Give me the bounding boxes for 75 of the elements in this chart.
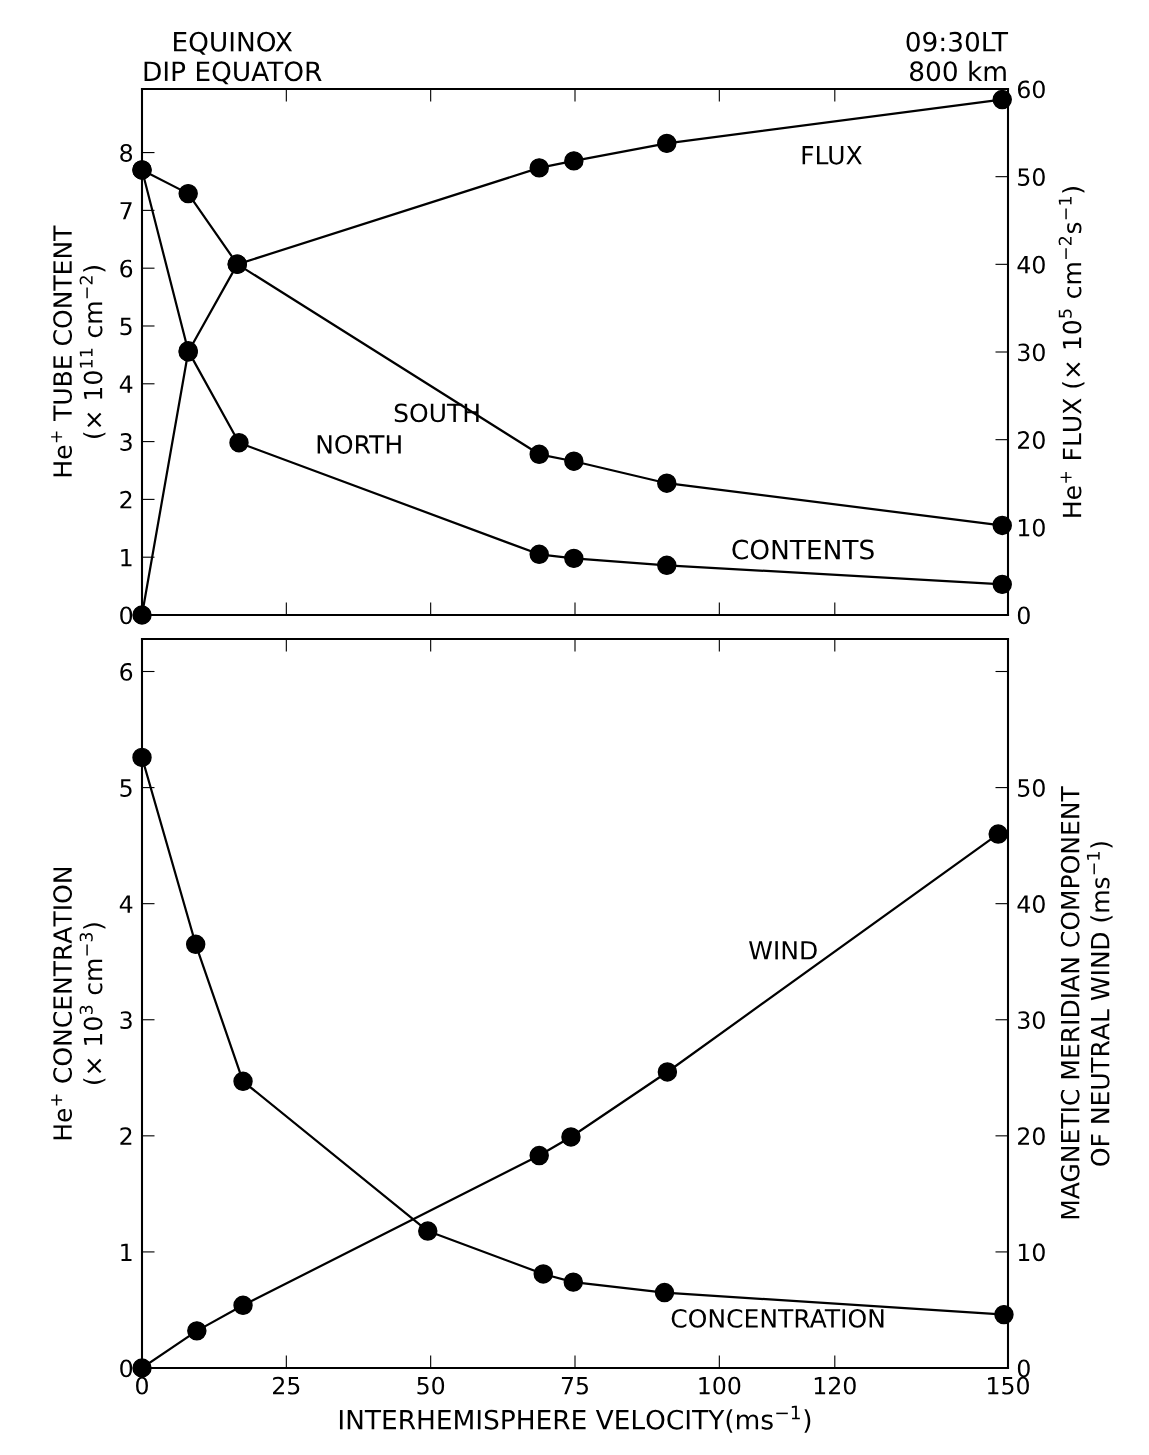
point (657, 1062, 678, 1082)
y-tick-label: 6 (120, 662, 133, 681)
y2-axis-title: MAGNETIC MERIDIAN COMPONENT OF NEUTRAL WIND (ms$^{−1}$) (1060, 786, 1113, 1219)
y2-tick-label: 0 (1017, 606, 1030, 625)
y2-tick-label: 40 (1017, 255, 1045, 274)
point (657, 555, 677, 576)
y-tick-label: 2 (120, 1127, 132, 1145)
point (657, 473, 677, 493)
point (657, 133, 677, 154)
point (561, 1127, 581, 1147)
y-tick-label: 8 (120, 144, 133, 162)
y-tick-label: 3 (120, 433, 132, 451)
x-tick-label: 75 (561, 1377, 588, 1395)
y-tick-label: 4 (119, 895, 133, 913)
y2-tick-label: 10 (1018, 1243, 1045, 1262)
y2-tick-label: 50 (1018, 779, 1045, 797)
x-axis-title: INTERHEMISPHERE VELOCITY(ms$^{−1}$) (339, 1405, 811, 1433)
y2-tick-label: 10 (1018, 518, 1045, 537)
y-tick-label: 1 (121, 548, 132, 567)
point (533, 1264, 553, 1284)
y2-tick-label: 20 (1018, 1127, 1045, 1146)
y2-tick-label: 30 (1018, 1011, 1045, 1030)
y-tick-label: 1 (121, 1243, 132, 1261)
point (564, 548, 584, 569)
y2-tick-label: 60 (1017, 80, 1045, 99)
y2-tick-label: 20 (1018, 431, 1045, 449)
point (563, 1272, 583, 1292)
y-tick-label: 5 (120, 779, 132, 797)
y2-tick-label: 50 (1018, 168, 1045, 186)
y-tick-label: 7 (120, 202, 132, 220)
y2-tick-label: 0 (1017, 1359, 1030, 1378)
point (132, 605, 152, 625)
series-label: CONCENTRATION (671, 1308, 884, 1328)
point (564, 151, 584, 171)
annotation: CONTENTS (732, 539, 874, 560)
point (229, 433, 249, 453)
point (185, 934, 206, 955)
text: He$^{+}$ FLUX (× 10$^{5}$ cm$^{−2}$s$^{−1}$) (1058, 187, 1085, 517)
x-tick-label: 150 (988, 1376, 1029, 1395)
point (233, 1295, 253, 1316)
x-tick-label: 100 (699, 1376, 741, 1395)
point (564, 451, 584, 471)
y-tick-label: 3 (120, 1011, 132, 1030)
y2-tick-label: 30 (1018, 343, 1045, 362)
point (529, 1145, 549, 1166)
x-tick-label: 0 (136, 1376, 148, 1395)
x-tick-label: 120 (814, 1376, 856, 1395)
series-label: WIND (749, 941, 817, 960)
y-axis-title: He$^{+}$ TUBE CONTENT (× 10$^{11}$ cm$^{−2}$) (51, 225, 106, 477)
point (132, 1358, 152, 1378)
y-tick-label: 0 (120, 606, 133, 625)
series-label: SOUTH (394, 403, 479, 423)
y-tick-label: 6 (120, 259, 133, 278)
point (187, 1321, 207, 1341)
point (529, 444, 549, 465)
series-label: NORTH (317, 435, 401, 454)
text: 09:30LT 800 km (906, 31, 1009, 82)
y-tick-label: 4 (119, 375, 133, 393)
y-tick-label: 5 (120, 317, 132, 336)
y-tick-label: 2 (120, 490, 132, 509)
point (992, 89, 1012, 110)
y-axis-title: He$^{+}$ CONCENTRATION (× 10$^{3}$ cm$^{−3}$) (51, 867, 106, 1140)
point (529, 544, 549, 565)
point (233, 1071, 253, 1091)
y-tick-label: 0 (120, 1359, 133, 1378)
point (988, 824, 1008, 844)
text: EQUINOX DIP EQUATOR (144, 31, 322, 85)
y2-tick-label: 40 (1017, 895, 1045, 913)
series-label: FLUX (802, 146, 862, 165)
point (529, 158, 549, 178)
point (178, 183, 198, 204)
x-tick-label: 25 (273, 1376, 300, 1395)
point (418, 1221, 438, 1241)
x-tick-label: 50 (417, 1376, 445, 1395)
point (654, 1282, 675, 1303)
